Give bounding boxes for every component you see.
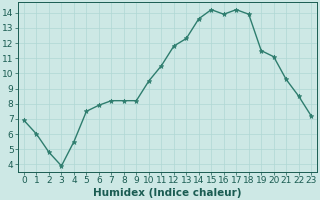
X-axis label: Humidex (Indice chaleur): Humidex (Indice chaleur) [93,188,242,198]
